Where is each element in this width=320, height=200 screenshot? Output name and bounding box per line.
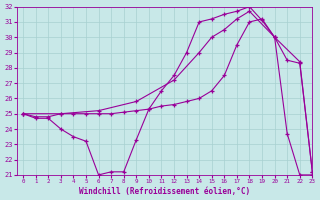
X-axis label: Windchill (Refroidissement éolien,°C): Windchill (Refroidissement éolien,°C) bbox=[79, 187, 250, 196]
